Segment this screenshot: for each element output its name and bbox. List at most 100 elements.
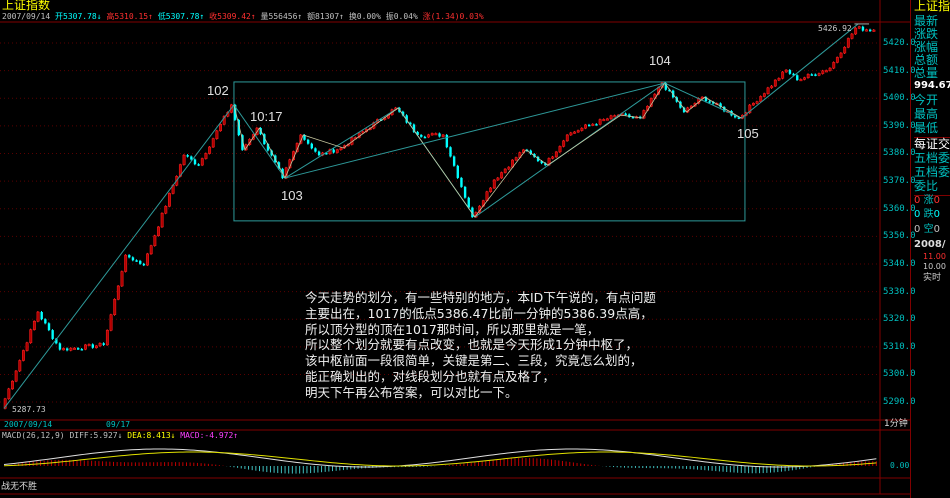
candle (7, 388, 11, 400)
candle (95, 345, 98, 348)
candle (463, 186, 467, 198)
candle (317, 151, 321, 156)
candle (766, 87, 770, 94)
candle (544, 163, 547, 166)
candle (98, 343, 102, 347)
candle (861, 26, 865, 31)
candle (58, 343, 62, 350)
candle (514, 157, 518, 161)
candle (529, 150, 532, 154)
candle (168, 193, 171, 207)
candle (241, 135, 244, 150)
price-tick: 5350.0 (883, 231, 916, 242)
panel-row-open: 今开 (914, 93, 939, 107)
candle (208, 146, 212, 154)
candle (723, 106, 726, 112)
candle (609, 115, 613, 120)
candle (788, 70, 792, 74)
candle (588, 124, 591, 127)
time-axis-mid: 09/17 (106, 420, 131, 429)
price-tick: 5390.0 (883, 120, 916, 131)
candle (157, 226, 160, 236)
candle (73, 347, 76, 350)
candle (704, 97, 708, 102)
candle (869, 29, 872, 32)
max-price-label: 5426.92 (818, 24, 852, 33)
candle (314, 148, 317, 152)
panel-price-1: 11.00 (923, 252, 946, 261)
up-arrow-icon: ↑ (233, 431, 239, 440)
candle (22, 350, 25, 361)
candle (135, 260, 138, 262)
panel-value: 994.67 (914, 80, 950, 91)
panel-count-down: 0 跌0 (914, 209, 940, 221)
candle (427, 134, 431, 138)
macd-diff-line (3, 448, 877, 468)
candle (835, 57, 839, 63)
candle (14, 370, 18, 382)
quote-panel: 上证指 最新 涨跌 涨幅 总额 总量 994.67 今开 最高 最低 每证交 五… (910, 0, 950, 498)
up-arrow-icon: ↑ (199, 12, 205, 21)
candle (441, 134, 445, 137)
candle (821, 70, 825, 74)
candle (595, 124, 598, 126)
candle (712, 101, 715, 104)
note-line: 主要出在，1017的低点5386.47比前一分钟的5386.39点高， (305, 305, 653, 321)
panel-row-bid: 五档委 (914, 151, 950, 165)
macd-value: MACD:-4.972 (180, 431, 234, 440)
candle (416, 131, 419, 135)
price-tick: 5410.0 (883, 65, 916, 76)
candle (777, 78, 781, 81)
turnover: 换0.00% (348, 12, 381, 21)
candle (449, 147, 452, 157)
candle (602, 119, 606, 122)
candle (233, 104, 237, 120)
candle (452, 156, 456, 166)
candle (682, 107, 686, 113)
count-label: 跌 (923, 209, 934, 220)
candle (540, 161, 543, 164)
candle (105, 330, 109, 346)
panel-row-volume: 总量 (914, 66, 939, 80)
panel-date: 2008/ (914, 239, 946, 250)
candle (471, 207, 474, 218)
candle (113, 298, 117, 315)
low: 低5307.78 (157, 12, 200, 21)
macd-dea-line (3, 451, 877, 467)
candle (197, 164, 200, 166)
change: 涨(1.34)0.03% (422, 12, 484, 21)
realtime-tab[interactable]: 实时 (923, 273, 942, 283)
candle (850, 33, 854, 39)
candle (219, 124, 223, 132)
candle (36, 311, 40, 322)
candle (492, 179, 496, 189)
candle (120, 271, 124, 287)
candle (116, 285, 120, 300)
candle (708, 101, 711, 103)
candle (222, 115, 226, 125)
pivot-label-103: 103 (281, 188, 303, 203)
period-selector[interactable]: 1分钟 (884, 419, 908, 429)
candle (266, 143, 270, 151)
candle (211, 138, 215, 148)
pivot-label-105: 105 (737, 126, 759, 141)
amplitude: 振0.04% (385, 12, 418, 21)
up-arrow-icon: ↑ (339, 12, 344, 21)
candle (3, 398, 7, 409)
candle (456, 165, 459, 178)
amount: 额81307 (307, 12, 340, 21)
candle (62, 348, 66, 351)
candle (784, 69, 788, 73)
count: 0 (914, 224, 921, 235)
candle (146, 253, 150, 266)
price-tick: 5320.0 (883, 314, 916, 325)
candle (142, 263, 146, 266)
candle (131, 257, 135, 261)
candle (361, 131, 365, 134)
candle (584, 124, 587, 129)
panel-row-ratio: 委比 (914, 179, 939, 193)
count: 0 (914, 209, 921, 220)
candle (679, 101, 682, 108)
note-line: 明天下午再公布答案，可以对比一下。 (305, 384, 518, 400)
